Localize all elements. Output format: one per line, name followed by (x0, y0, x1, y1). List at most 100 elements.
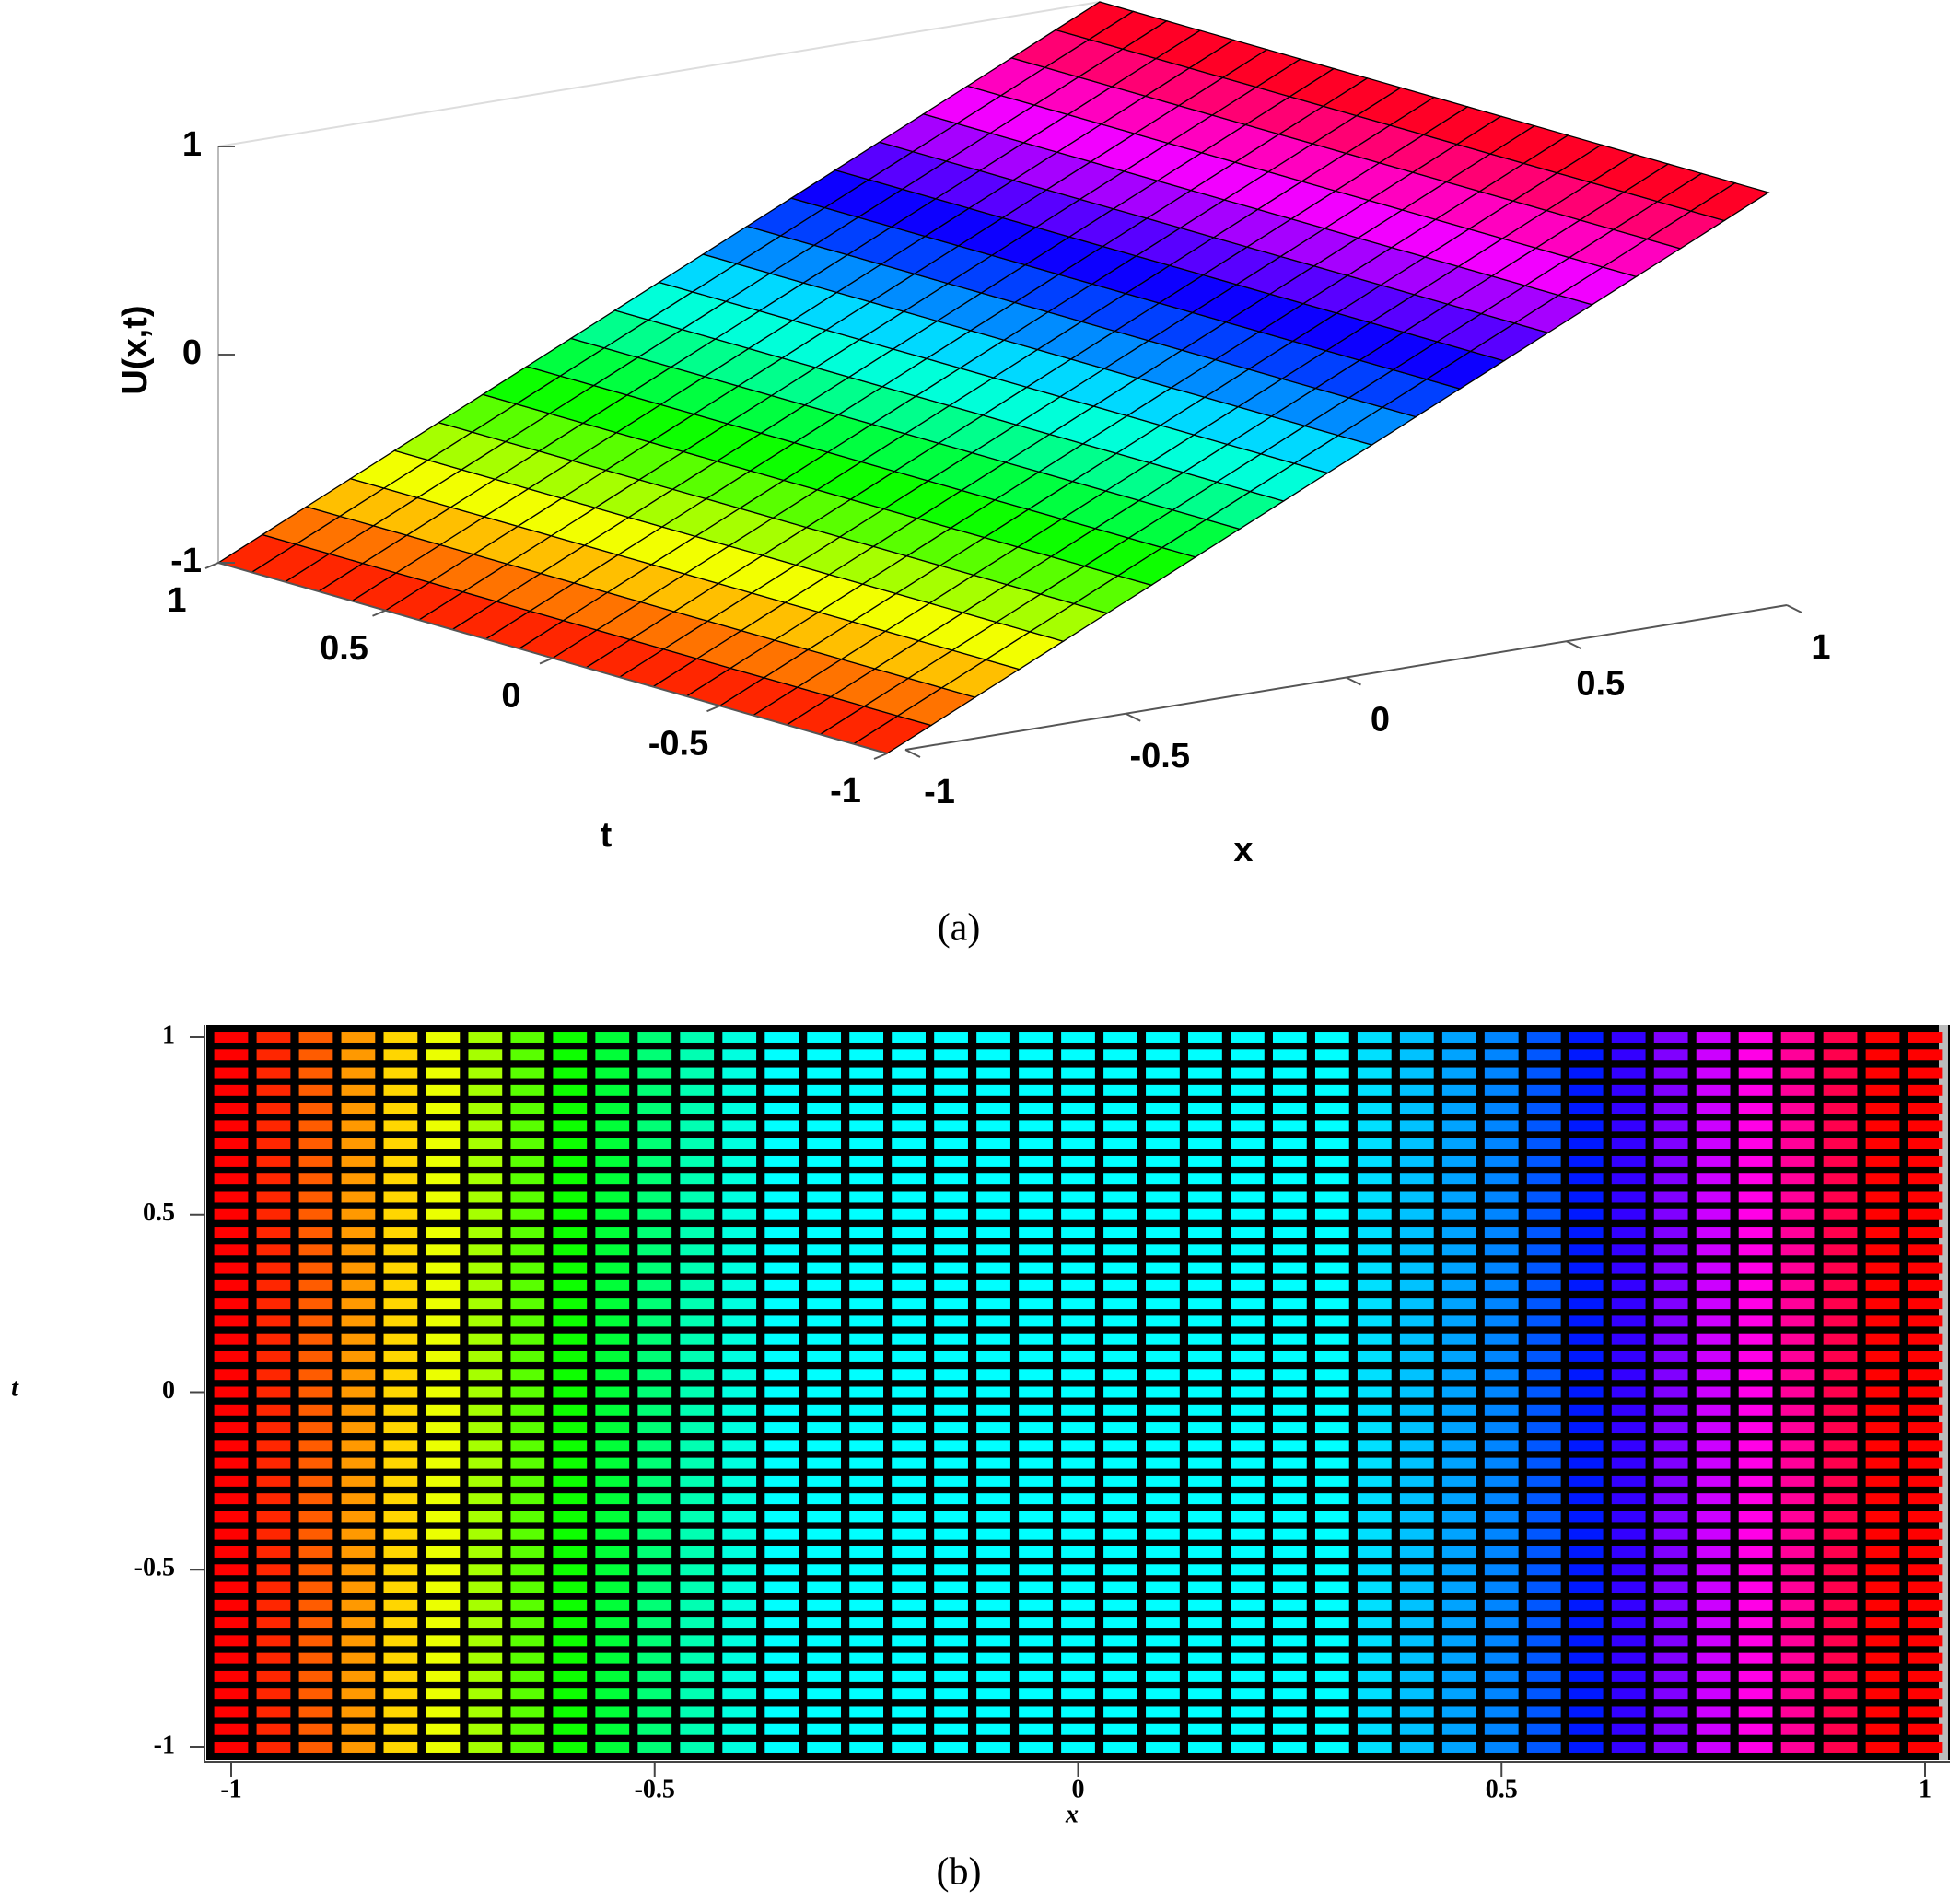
density-cell (1653, 1670, 1688, 1682)
density-cell (892, 1279, 926, 1291)
density-cell (1696, 1173, 1731, 1185)
density-cell (1272, 1333, 1307, 1345)
density-cell (722, 1084, 757, 1096)
density-cell (468, 1617, 503, 1629)
density-cell (1357, 1369, 1392, 1381)
density-cell (341, 1511, 376, 1523)
caption: (a) (938, 907, 981, 950)
density-cell (1611, 1333, 1646, 1345)
density-cell (1231, 1422, 1265, 1434)
density-cell (722, 1670, 757, 1682)
density-cell (341, 1422, 376, 1434)
density-cell (1188, 1617, 1222, 1629)
density-cell (256, 1723, 291, 1735)
density-cell (934, 1581, 968, 1593)
density-cell (1653, 1067, 1688, 1079)
density-cell (553, 1369, 588, 1381)
density-cell (595, 1688, 630, 1700)
density-cell (1865, 1511, 1900, 1523)
density-cell (214, 1244, 249, 1256)
density-cell (1019, 1191, 1053, 1203)
density-cell (1484, 1155, 1519, 1167)
density-cell (383, 1103, 418, 1114)
density-cell (1569, 1120, 1604, 1132)
density-cell (341, 1208, 376, 1220)
density-cell (1399, 1706, 1434, 1718)
density-cell (298, 1742, 333, 1753)
density-cell (1696, 1546, 1731, 1558)
density-cell (976, 1706, 1010, 1718)
density-cell (426, 1457, 461, 1469)
density-cell (1738, 1422, 1773, 1434)
density-cell (298, 1262, 333, 1274)
density-cell (468, 1138, 503, 1149)
density-cell (934, 1688, 968, 1700)
density-cell (807, 1084, 842, 1096)
density-cell (383, 1742, 418, 1753)
density-cell (1103, 1138, 1138, 1149)
density-cell (1272, 1315, 1307, 1327)
density-cell (1653, 1599, 1688, 1611)
y-tick-label: 0 (162, 1376, 175, 1405)
density-cell (1314, 1422, 1349, 1434)
density-cell (1357, 1581, 1392, 1593)
density-cell (934, 1103, 968, 1114)
density-cell (1865, 1369, 1900, 1381)
density-cell (1569, 1546, 1604, 1558)
density-cell (1738, 1120, 1773, 1132)
density-cell (426, 1227, 461, 1239)
density-cell (1823, 1084, 1858, 1096)
density-cell (1441, 1244, 1476, 1256)
density-cell (1738, 1475, 1773, 1487)
density-cell (1823, 1742, 1858, 1753)
density-cell (510, 1511, 545, 1523)
density-cell (1188, 1599, 1222, 1611)
density-cell (1314, 1635, 1349, 1647)
density-cell (1231, 1120, 1265, 1132)
density-cell (426, 1350, 461, 1362)
density-cell (934, 1742, 968, 1753)
density-cell (1526, 1706, 1561, 1718)
density-cell (595, 1386, 630, 1398)
density-cell (1526, 1049, 1561, 1061)
density-cell (1611, 1208, 1646, 1220)
density-cell (1908, 1138, 1942, 1149)
density-cell (553, 1155, 588, 1167)
density-cell (1357, 1227, 1392, 1239)
density-cell (722, 1742, 757, 1753)
density-cell (1908, 1511, 1942, 1523)
density-cell (468, 1723, 503, 1735)
density-cell (1484, 1742, 1519, 1753)
density-cell (426, 1617, 461, 1629)
density-cell (1357, 1742, 1392, 1753)
density-cell (1103, 1298, 1138, 1310)
density-cell (595, 1049, 630, 1061)
density-cell (1569, 1191, 1604, 1203)
density-cell (383, 1440, 418, 1452)
density-cell (1061, 1440, 1095, 1452)
density-cell (637, 1688, 672, 1700)
density-cell (1399, 1652, 1434, 1664)
density-cell (1441, 1688, 1476, 1700)
density-cell (764, 1617, 799, 1629)
density-cell (1526, 1617, 1561, 1629)
density-cell (1399, 1120, 1434, 1132)
density-cell (1357, 1706, 1392, 1718)
density-cell (807, 1279, 842, 1291)
density-cell (1103, 1049, 1138, 1061)
density-cell (722, 1475, 757, 1487)
density-cell (1780, 1635, 1815, 1647)
density-cell (1019, 1386, 1053, 1398)
density-cell (807, 1138, 842, 1149)
density-cell (1780, 1103, 1815, 1114)
density-cell (680, 1440, 715, 1452)
density-cell (807, 1706, 842, 1718)
density-cell (722, 1528, 757, 1540)
density-cell (1272, 1528, 1307, 1540)
density-cell (595, 1670, 630, 1682)
density-cell (426, 1103, 461, 1114)
density-cell (1696, 1350, 1731, 1362)
density-cell (510, 1227, 545, 1239)
density-cell (637, 1279, 672, 1291)
density-cell (1399, 1493, 1434, 1505)
